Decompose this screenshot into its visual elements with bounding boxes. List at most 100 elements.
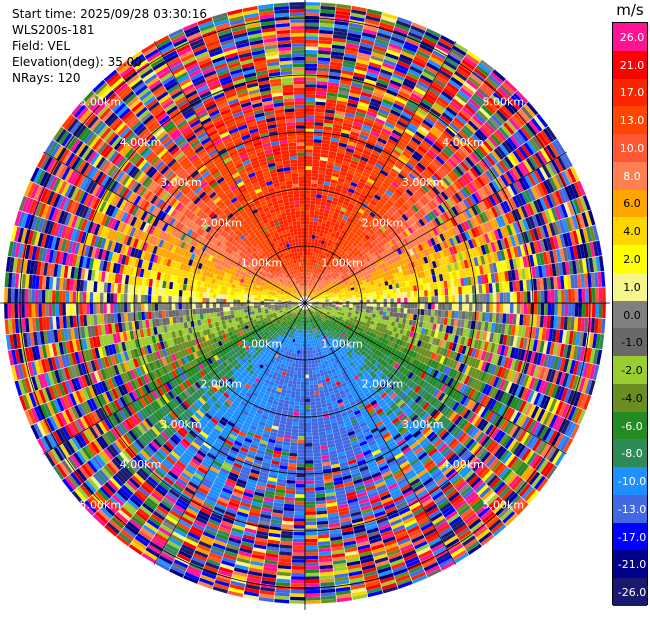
velocity-gate xyxy=(351,9,367,16)
velocity-gate xyxy=(314,359,318,364)
velocity-gate xyxy=(387,115,398,123)
velocity-gate xyxy=(344,197,351,203)
velocity-gate xyxy=(347,226,354,232)
velocity-gate xyxy=(311,367,316,371)
velocity-gate xyxy=(310,273,313,277)
velocity-gate xyxy=(334,113,345,119)
velocity-gate xyxy=(305,265,307,269)
velocity-gate xyxy=(310,252,313,256)
velocity-gate xyxy=(325,168,334,173)
velocity-gate xyxy=(418,125,430,134)
velocity-gate xyxy=(591,287,596,303)
velocity-gate xyxy=(434,303,439,310)
velocity-gate xyxy=(461,59,476,71)
velocity-gate xyxy=(311,276,314,281)
velocity-gate xyxy=(335,220,341,225)
velocity-gate xyxy=(318,365,323,370)
velocity-gate xyxy=(386,311,390,317)
velocity-gate xyxy=(317,279,320,283)
velocity-gate xyxy=(382,62,396,70)
velocity-gate xyxy=(315,204,321,209)
velocity-gate xyxy=(314,118,324,123)
velocity-gate xyxy=(410,303,415,309)
velocity-gate xyxy=(385,118,397,127)
velocity-gate xyxy=(330,232,336,238)
velocity-gate xyxy=(333,226,339,232)
velocity-gate xyxy=(417,296,422,303)
velocity-gate xyxy=(450,48,465,59)
velocity-gate xyxy=(459,87,473,98)
velocity-gate xyxy=(322,191,329,196)
velocity-gate xyxy=(376,212,383,219)
velocity-gate xyxy=(356,184,364,191)
velocity-gate xyxy=(385,141,396,149)
velocity-gate xyxy=(358,290,363,295)
velocity-gate xyxy=(319,29,333,35)
velocity-gate xyxy=(598,303,603,318)
velocity-gate xyxy=(307,245,311,249)
velocity-gate xyxy=(418,77,431,87)
velocity-gate xyxy=(312,159,320,164)
velocity-gate xyxy=(393,191,401,199)
velocity-gate xyxy=(335,187,342,193)
velocity-gate xyxy=(435,44,450,54)
velocity-gate xyxy=(372,91,385,99)
velocity-gate xyxy=(382,98,394,106)
velocity-gate xyxy=(433,123,445,133)
velocity-gate xyxy=(393,146,404,154)
velocity-gate xyxy=(440,34,455,45)
velocity-gate xyxy=(383,179,392,187)
velocity-gate xyxy=(320,251,325,256)
velocity-gate xyxy=(305,29,319,34)
velocity-gate xyxy=(305,84,316,88)
velocity-gate xyxy=(327,157,336,163)
velocity-gate xyxy=(323,184,330,190)
velocity-gate xyxy=(332,257,337,262)
velocity-gate xyxy=(312,152,321,157)
velocity-gate xyxy=(400,50,415,60)
velocity-gate xyxy=(375,287,380,292)
velocity-gate xyxy=(432,50,447,60)
velocity-gate xyxy=(332,34,347,40)
velocity-gate xyxy=(359,193,367,200)
velocity-gate xyxy=(315,267,319,271)
velocity-gate xyxy=(319,232,324,237)
velocity-gate xyxy=(379,22,395,30)
velocity-gate xyxy=(350,244,356,250)
velocity-gate xyxy=(465,294,470,303)
velocity-gate xyxy=(387,86,400,94)
velocity-gate xyxy=(408,172,417,181)
velocity-gate xyxy=(379,197,387,205)
velocity-gate xyxy=(359,305,363,309)
velocity-gate xyxy=(316,411,323,416)
velocity-gate xyxy=(383,163,393,171)
velocity-gate xyxy=(348,166,357,172)
velocity-gate xyxy=(323,244,327,249)
velocity-gate xyxy=(308,227,313,232)
velocity-gate xyxy=(362,309,367,313)
velocity-gate xyxy=(383,192,391,200)
velocity-gate xyxy=(424,92,437,102)
velocity-gate xyxy=(382,204,390,212)
velocity-gate xyxy=(358,133,369,140)
velocity-gate xyxy=(337,145,347,151)
velocity-gate xyxy=(444,288,449,296)
velocity-gate xyxy=(414,303,418,309)
velocity-gate xyxy=(402,131,413,140)
velocity-gate xyxy=(353,225,360,231)
velocity-gate xyxy=(382,311,387,316)
velocity-gate xyxy=(311,241,315,246)
velocity-gate xyxy=(361,222,368,229)
velocity-gate xyxy=(327,196,334,201)
velocity-gate xyxy=(355,62,369,69)
velocity-gate xyxy=(377,111,388,119)
velocity-gate xyxy=(368,175,377,182)
velocity-gate xyxy=(385,189,393,197)
velocity-gate xyxy=(496,303,500,313)
velocity-gate xyxy=(305,142,314,146)
velocity-gate xyxy=(481,284,486,294)
velocity-gate xyxy=(403,44,418,53)
velocity-gate xyxy=(374,42,388,50)
velocity-gate xyxy=(547,303,552,316)
velocity-gate xyxy=(309,214,315,218)
